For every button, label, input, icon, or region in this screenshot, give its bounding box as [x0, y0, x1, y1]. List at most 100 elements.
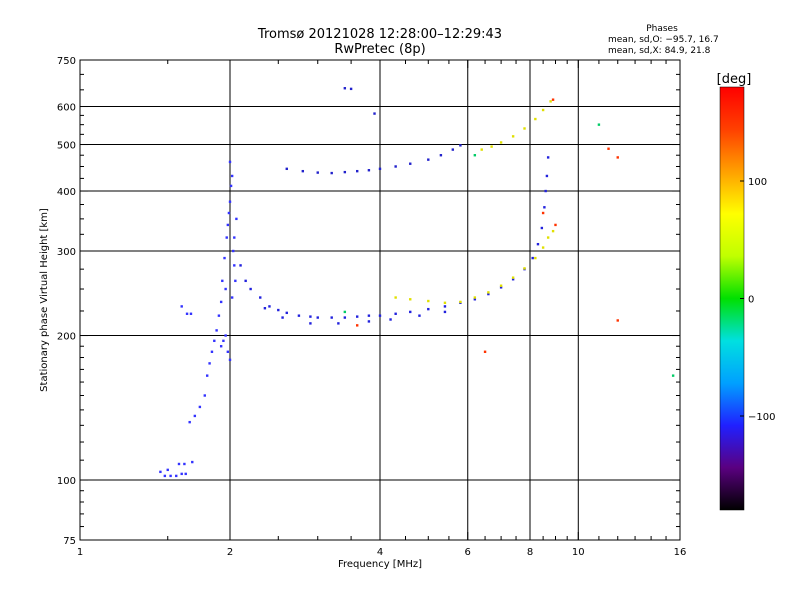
data-point — [394, 312, 397, 315]
data-point — [409, 162, 412, 165]
data-point — [534, 256, 537, 260]
data-point — [541, 246, 545, 249]
data-point — [193, 414, 197, 418]
data-point — [378, 314, 382, 317]
data-point — [531, 256, 534, 260]
data-point — [210, 350, 214, 353]
data-point — [343, 170, 347, 174]
data-point — [389, 318, 392, 321]
phases-o-stats: mean, sd,O: −95.7, 16.7 — [608, 35, 719, 45]
data-point — [343, 316, 347, 319]
data-point — [205, 374, 209, 377]
data-point — [215, 329, 218, 332]
data-point — [487, 292, 490, 296]
data-point — [473, 154, 477, 157]
data-point — [222, 339, 225, 343]
y-tick-label: 600 — [57, 103, 76, 114]
phases-x-stats: mean, sd,X: 84.9, 21.8 — [608, 46, 711, 56]
data-point — [549, 100, 552, 103]
data-point — [177, 462, 181, 466]
data-point — [183, 462, 186, 466]
data-point — [616, 156, 619, 159]
data-point — [543, 206, 546, 209]
y-tick-labels: 75 100 200 300 400 500 600 750 — [57, 56, 76, 547]
colorbar-tick-label: 0 — [748, 295, 754, 306]
data-point — [285, 311, 288, 315]
data-point — [281, 316, 284, 319]
data-point — [607, 147, 610, 150]
x-tick-label: 16 — [674, 547, 687, 558]
data-point — [297, 314, 301, 317]
data-point — [228, 358, 232, 362]
data-point — [534, 117, 537, 121]
y-tick-label: 300 — [57, 247, 76, 258]
data-point — [367, 169, 371, 172]
data-point — [540, 226, 544, 230]
data-point — [180, 305, 183, 308]
data-point — [409, 310, 412, 314]
data-point — [487, 291, 490, 294]
data-point — [378, 167, 382, 171]
x-tick-label: 10 — [572, 547, 585, 558]
data-point — [546, 156, 550, 159]
data-point — [159, 470, 162, 474]
data-point — [166, 468, 169, 472]
data-point — [277, 308, 280, 312]
data-point — [546, 236, 550, 239]
colorbar-tick-label: 100 — [748, 177, 767, 188]
data-point — [499, 286, 503, 289]
data-point — [355, 169, 359, 173]
data-point — [217, 314, 221, 317]
data-point — [233, 236, 236, 239]
data-point — [551, 98, 555, 101]
data-point — [541, 108, 545, 112]
data-point — [188, 420, 191, 424]
data-point — [355, 315, 359, 318]
data-point — [337, 322, 340, 325]
data-point — [229, 184, 233, 188]
data-point — [523, 127, 526, 130]
data-point — [219, 300, 223, 304]
x-tick-label: 4 — [377, 547, 383, 558]
data-point — [185, 312, 189, 315]
data-point — [427, 307, 430, 311]
data-point — [343, 310, 347, 314]
data-point — [198, 405, 202, 409]
y-tick-label: 100 — [57, 476, 76, 487]
data-point — [616, 319, 619, 322]
data-point — [499, 141, 503, 144]
phases-title: Phases — [646, 24, 678, 34]
data-point — [309, 322, 312, 325]
x-axis-label: Frequency [MHz] — [338, 559, 422, 570]
x-tick-labels: 1 2 4 6 8 10 16 — [77, 547, 687, 558]
data-point — [523, 267, 526, 270]
y-tick-label: 400 — [57, 187, 76, 198]
colorbar-tick-label: −100 — [748, 412, 775, 423]
data-point — [409, 298, 412, 301]
grid-lines — [80, 60, 680, 540]
data-point — [226, 350, 230, 353]
data-point — [330, 171, 333, 175]
data-point — [597, 123, 601, 126]
data-point — [224, 334, 227, 337]
data-point — [189, 312, 193, 315]
data-point — [394, 296, 397, 299]
data-point — [490, 145, 493, 148]
data-point — [285, 167, 288, 171]
y-axis-label: Stationary phase Virtual Height [km] — [39, 208, 50, 392]
data-point — [249, 287, 252, 291]
data-point — [349, 87, 353, 91]
chart-title: Tromsø 20121028 12:28:00–12:29:43 — [257, 27, 502, 42]
data-point — [443, 301, 447, 305]
data-point — [224, 287, 227, 291]
x-tick-label: 6 — [465, 547, 471, 558]
data-point — [373, 112, 376, 115]
data-point — [554, 223, 557, 227]
data-point — [227, 211, 231, 215]
data-point — [301, 169, 305, 173]
data-point — [355, 324, 359, 327]
data-points — [159, 87, 675, 478]
data-point — [511, 278, 515, 281]
data-point — [180, 472, 183, 476]
data-point — [473, 296, 477, 299]
